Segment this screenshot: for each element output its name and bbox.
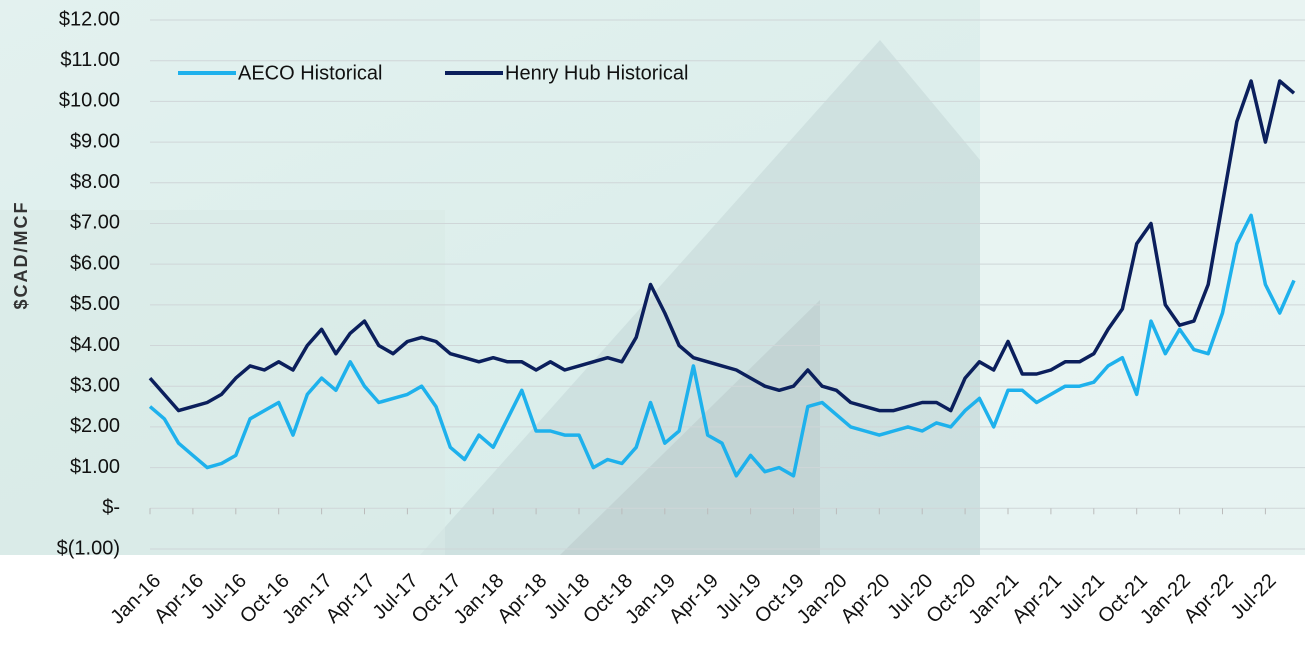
y-axis-label: $CAD/MCF <box>11 201 31 310</box>
series-line <box>148 213 1296 478</box>
y-tick-label: $2.00 <box>70 415 120 437</box>
footer-bg <box>0 555 1305 649</box>
y-tick-label: $12.00 <box>59 8 120 30</box>
y-tick-label: $10.00 <box>59 90 120 112</box>
y-tick-label: $- <box>102 497 120 519</box>
y-tick-label: $9.00 <box>70 130 120 152</box>
y-tick-label: $6.00 <box>70 252 120 274</box>
y-tick-label: $5.00 <box>70 293 120 315</box>
y-tick-label: $4.00 <box>70 334 120 356</box>
background-shape <box>0 210 445 555</box>
y-tick-label: $1.00 <box>70 456 120 478</box>
legend-label: Henry Hub Historical <box>505 62 688 84</box>
y-tick-label: $7.00 <box>70 212 120 234</box>
series-line <box>148 79 1296 413</box>
y-tick-label: $11.00 <box>60 49 120 71</box>
y-tick-label: $(1.00) <box>57 537 120 559</box>
background-shape <box>560 300 820 555</box>
background-shape <box>980 0 1305 555</box>
legend-label: AECO Historical <box>238 62 382 84</box>
y-tick-label: $8.00 <box>70 171 120 193</box>
background-shape <box>420 40 980 555</box>
y-tick-label: $3.00 <box>70 375 120 397</box>
